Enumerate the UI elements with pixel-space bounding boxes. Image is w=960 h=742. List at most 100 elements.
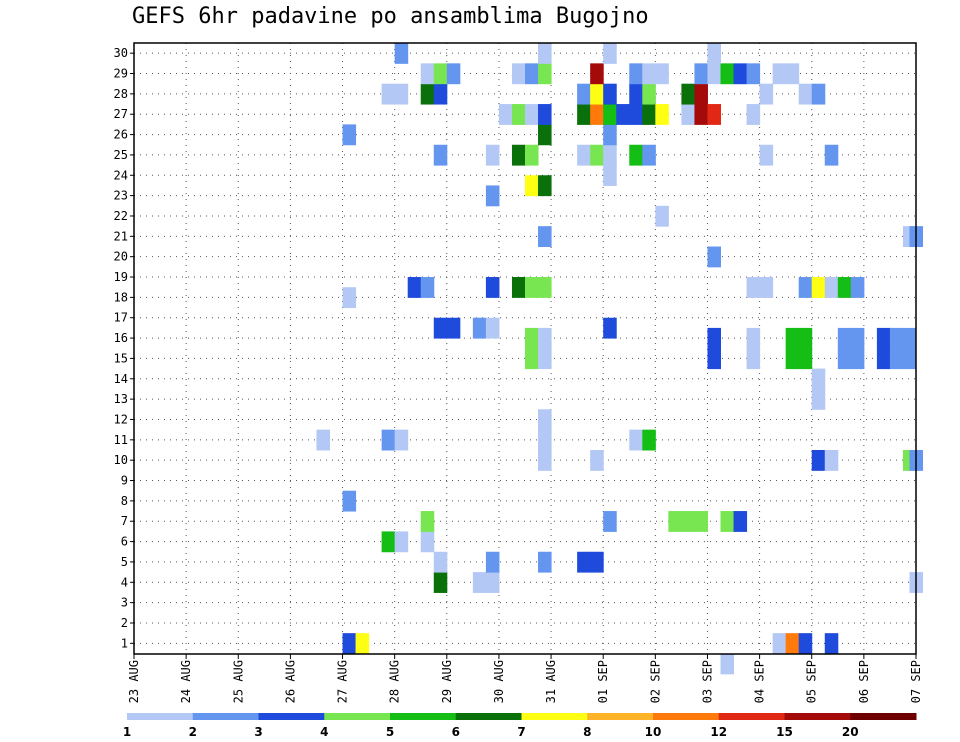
heatmap-cell <box>759 83 774 105</box>
legend-swatch <box>258 713 325 720</box>
heatmap-cell <box>603 511 617 532</box>
heatmap-cell <box>603 104 617 125</box>
x-tick-label: 23 AUG <box>127 660 141 703</box>
heatmap-cell <box>381 83 396 105</box>
heatmap-cell <box>824 144 839 166</box>
color-legend: 1 2 3 4 5 6 7 8 10 12 15 20 <box>123 713 917 739</box>
heatmap-cell <box>629 144 643 166</box>
heatmap-cell <box>811 83 826 105</box>
legend-label: 5 <box>386 725 394 739</box>
heatmap-cell <box>694 63 708 85</box>
y-tick-label: 28 <box>114 87 128 101</box>
heatmap-cell <box>837 277 852 298</box>
y-tick-label: 15 <box>114 351 128 365</box>
heatmap-cell <box>642 83 656 105</box>
heatmap-cell <box>485 277 500 298</box>
heatmap-cell <box>655 104 669 125</box>
y-tick-label: 27 <box>114 107 128 121</box>
legend-label: 10 <box>645 725 662 739</box>
heatmap-cell <box>642 104 656 125</box>
heatmap-cell <box>811 388 826 410</box>
heatmap-cell <box>590 450 604 471</box>
heatmap-cells <box>316 43 924 675</box>
heatmap-cell <box>824 450 839 471</box>
heatmap-cell <box>603 144 617 166</box>
heatmap-cell <box>876 348 891 370</box>
heatmap-cell <box>629 63 643 85</box>
heatmap-cell <box>681 83 695 105</box>
heatmap-cell <box>381 429 396 451</box>
heatmap-cell <box>733 63 748 85</box>
heatmap-cell <box>603 165 617 186</box>
heatmap-cell <box>655 205 669 227</box>
y-tick-label: 11 <box>114 433 128 447</box>
y-tick-label: 26 <box>114 128 128 142</box>
heatmap-cell <box>446 63 461 85</box>
y-tick-label: 14 <box>114 372 128 386</box>
heatmap-cell <box>785 63 800 85</box>
heatmap-cell <box>694 511 708 532</box>
legend-label: 15 <box>776 725 793 739</box>
heatmap-cell <box>902 327 917 349</box>
heatmap-cell <box>707 246 721 268</box>
heatmap-cell <box>642 63 656 85</box>
y-tick-label: 3 <box>121 596 128 610</box>
heatmap-cell <box>616 104 630 125</box>
heatmap-cell <box>538 409 552 431</box>
heatmap-cell <box>420 63 435 85</box>
y-tick-label: 21 <box>114 229 128 243</box>
heatmap-cell <box>433 83 448 105</box>
heatmap-cell <box>342 124 357 146</box>
heatmap-cell <box>837 348 852 370</box>
heatmap-cell <box>811 277 826 298</box>
heatmap-cell <box>707 327 721 349</box>
heatmap-cell <box>394 429 409 451</box>
heatmap-cell <box>798 633 813 654</box>
legend-label: 6 <box>452 725 460 739</box>
heatmap-cell <box>590 63 604 85</box>
heatmap-cell <box>824 633 839 654</box>
heatmap-cell <box>485 144 500 166</box>
heatmap-cell <box>837 327 852 349</box>
y-tick-label: 7 <box>121 514 128 528</box>
legend-swatch <box>784 713 851 720</box>
heatmap-cell <box>433 572 448 593</box>
x-axis: 23 AUG 24 AUG 25 AUG 26 AUG 27 AUG 28 AUG 29 A… <box>127 654 923 703</box>
legend-label: 2 <box>189 725 197 739</box>
heatmap-cell <box>538 175 552 197</box>
heatmap-cell <box>603 317 617 339</box>
heatmap-cell <box>355 633 370 654</box>
heatmap-cell <box>394 43 409 64</box>
heatmap-cell <box>850 327 865 349</box>
y-tick-label: 16 <box>114 331 128 345</box>
heatmap-cell <box>772 633 787 654</box>
legend-label: 8 <box>583 725 591 739</box>
y-axis: 1234567891011121314151617181920212223242… <box>114 46 134 650</box>
heatmap-cell <box>707 348 721 370</box>
heatmap-cell <box>420 531 435 553</box>
heatmap-cell <box>902 348 917 370</box>
heatmap-cell <box>642 429 656 451</box>
legend-swatch <box>653 713 720 720</box>
heatmap-cell <box>694 104 708 125</box>
heatmap-cell <box>525 144 539 166</box>
y-tick-label: 9 <box>121 474 128 488</box>
heatmap-cell <box>629 83 643 105</box>
heatmap-cell <box>850 348 865 370</box>
heatmap-cell <box>433 63 448 85</box>
heatmap-cell <box>746 348 761 370</box>
heatmap-cell <box>485 572 500 593</box>
x-tick-label: 03 SEP <box>700 660 714 703</box>
heatmap-cell <box>472 317 487 339</box>
x-tick-label: 25 AUG <box>231 660 245 703</box>
heatmap-cell <box>525 175 539 197</box>
heatmap-cell <box>590 144 604 166</box>
legend-swatch <box>587 713 654 720</box>
heatmap-cell <box>668 511 682 532</box>
heatmap-cell <box>681 104 695 125</box>
legend-swatch <box>390 713 457 720</box>
y-tick-label: 1 <box>121 636 128 650</box>
heatmap-cell <box>733 511 748 532</box>
heatmap-cell <box>746 63 761 85</box>
